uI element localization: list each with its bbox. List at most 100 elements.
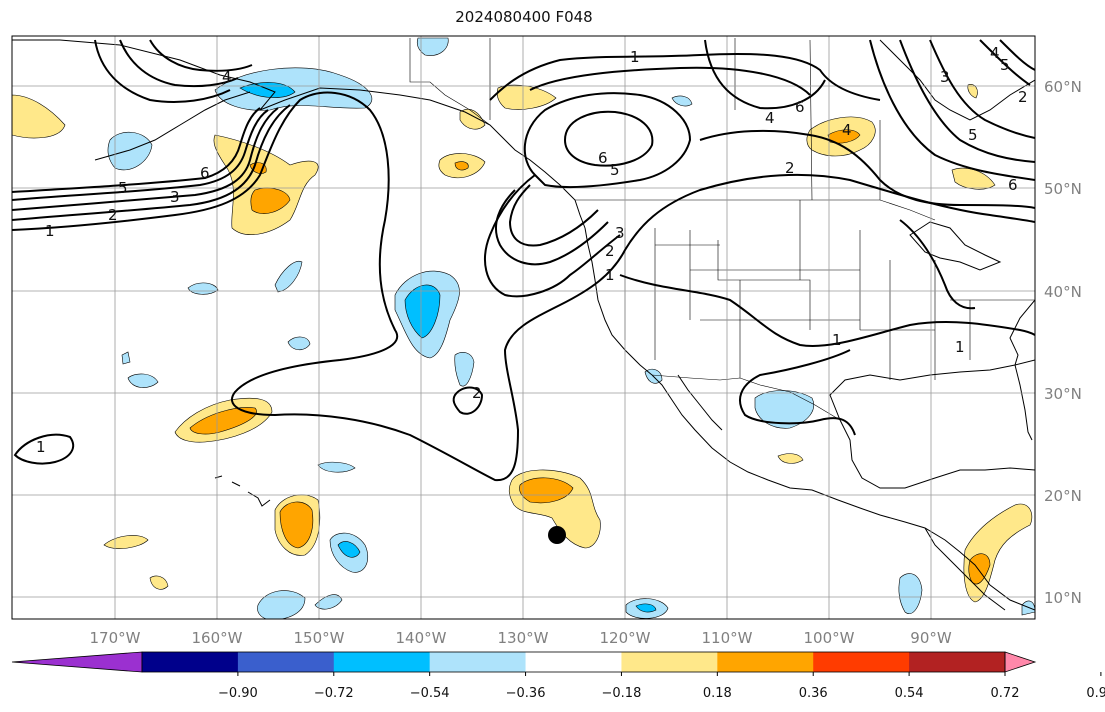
contour-canada-4 [899,39,1035,163]
contour-label: 6 [598,149,608,167]
contour-label: 2 [1018,88,1028,106]
colorbar-ticks: −0.90 −0.72 −0.54 −0.36 −0.18 0.18 0.36 0.54 0.7… [218,672,1105,701]
contour-label: 1 [955,338,965,356]
contour-ne-loops [979,39,1035,86]
shade-yellow-far-west [12,94,66,139]
shade-blue-small-6 [127,373,159,388]
coast-central-america [924,527,1006,611]
colorbar-frame [141,651,1006,673]
shade-blue-small-4 [454,352,475,387]
coast-east [1009,299,1035,366]
lon-label: 130°W [498,629,549,647]
contour-label: 4 [222,68,232,86]
shade-orange-hurricane [519,477,574,504]
colorbar-tick-label: 0.18 [703,686,732,701]
latitude-labels: 60°N 50°N 40°N 30°N 20°N 10°N [1044,78,1082,607]
contour-label: 2 [785,159,795,177]
lon-label: 140°W [396,629,447,647]
colorbar-segment [333,652,431,672]
contour-lines [12,39,1035,482]
contour-label: 3 [940,68,950,86]
border-alaska-canada [409,38,491,126]
lon-label: 160°W [192,629,243,647]
shade-blue-carib-2 [1021,600,1035,616]
contour-pacific-6 [12,107,261,193]
contour-pacific-2 [12,104,291,221]
contour-label: 2 [472,384,482,402]
map-background [12,36,1035,619]
lon-label: 170°W [90,629,141,647]
contour-pacific-1 [12,91,1035,482]
contour-label: 6 [1008,176,1018,194]
contour-west-2 [529,39,826,110]
colorbar-segment [813,652,910,672]
shade-blue-hawaii-e-core [337,541,361,558]
colorbar-segment [717,652,814,672]
shade-blue-west [107,132,153,171]
shade-orange-aleutian [250,187,291,214]
contour-label: 3 [615,224,625,242]
contour-label: 1 [832,331,842,349]
shade-yellow-mexico-small [777,453,804,464]
colorbar-extend-high [1004,651,1037,673]
contour-label: 5 [610,161,620,179]
map-frame [11,35,1036,620]
contour-labels: 1 2 3 4 5 6 1 2 3 4 5 6 1 2 3 4 5 6 1 1 … [36,44,1028,456]
contour-pacific-3 [12,107,279,211]
contour-canada-2 [699,129,1035,209]
colorbar-tick-label: 0.36 [799,686,828,701]
shade-blue-south-3-core [635,603,657,613]
colorbar-tick-label: −0.72 [314,686,354,701]
shade-blue-small-2 [187,282,219,295]
shade-blue-small-3 [287,336,311,351]
lon-label: 120°W [600,629,651,647]
storm-position-dot [548,526,566,544]
contour-label: 5 [118,179,128,197]
contour-west-loop [13,433,75,465]
contour-west-1 [489,52,881,101]
contour-label: 5 [1000,56,1010,74]
lon-label: 110°W [702,629,753,647]
shade-blue-south-1 [257,590,306,619]
colorbar-segment [429,652,527,672]
colorbar-tick-label: −0.54 [410,686,450,701]
shade-orange-hawaii [279,501,314,549]
coast-aleutians [94,91,251,161]
contour-label: 1 [630,48,640,66]
lon-label: 150°W [294,629,345,647]
colorbar-tick-label: 0.90 [1086,686,1105,701]
contour-label: 2 [108,206,118,224]
shade-yellow-canada-e [951,167,996,190]
shade-blue-small-5 [121,351,131,365]
contour-east-inland [899,219,976,310]
coast-florida [1014,364,1033,441]
contour-trough-1 [484,174,621,298]
map-title: 2024080400 F048 [455,8,593,26]
colorbar-tick-label: −0.18 [602,686,642,701]
contour-small-loop [452,386,484,415]
lat-label: 30°N [1044,385,1082,403]
colorbar-segment [909,652,1006,672]
contour-label: 4 [842,121,852,139]
contour-label: 1 [36,438,46,456]
shade-yellow-small-sw2 [149,575,169,590]
contour-bc-low [523,92,692,189]
shade-blue-small-7 [317,461,356,473]
contour-label: 6 [795,98,805,116]
contour-label: 5 [968,126,978,144]
colorbar-segments [11,651,1037,673]
lat-label: 20°N [1044,487,1082,505]
shade-orange-carib [968,553,991,585]
colorbar: −0.90 −0.72 −0.54 −0.36 −0.18 0.18 0.36 0.54 0.7… [11,651,1105,701]
contour-label: 2 [605,242,615,260]
contour-trough-2 [495,189,609,266]
contour-label: 1 [605,266,615,284]
borders [409,38,1035,421]
colorbar-segment [525,652,622,672]
lat-label: 40°N [1044,283,1082,301]
shade-blue-aleutian [214,67,373,111]
contour-top-left [94,39,253,103]
shade-blue-carib [898,573,923,614]
shade-orange-nepac-1 [454,161,469,171]
